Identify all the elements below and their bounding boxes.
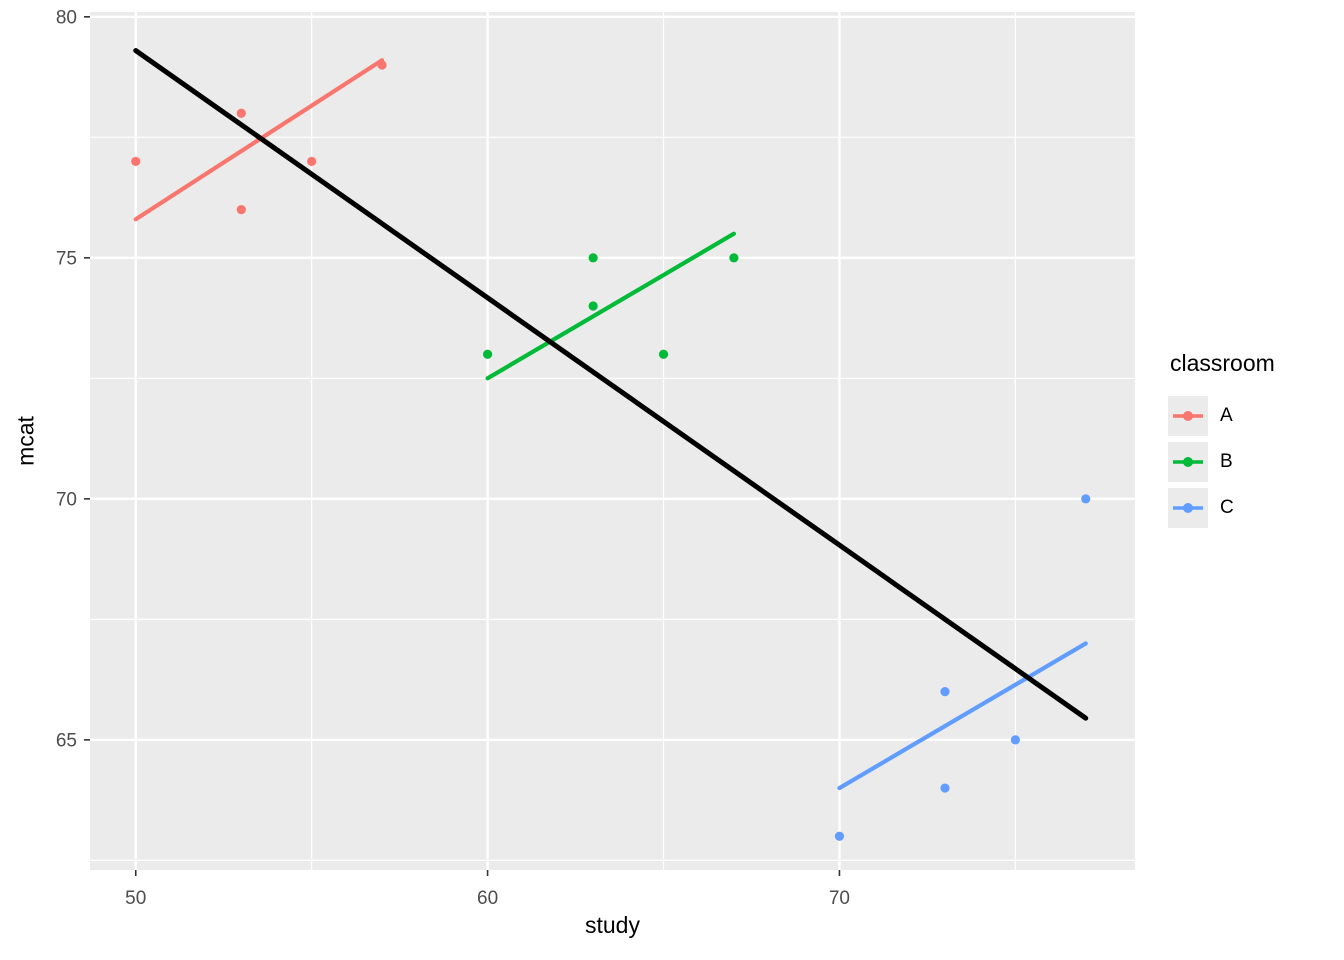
data-point-c <box>834 831 845 841</box>
fit-line-c <box>837 641 1088 791</box>
data-point-c <box>1010 735 1020 745</box>
legend-key-c-icon <box>1168 488 1208 528</box>
y-axis-title: mcat <box>12 416 39 466</box>
data-point-c <box>1081 494 1091 504</box>
y-tick-label: 65 <box>56 730 77 751</box>
plot-panel <box>90 12 1135 870</box>
legend-key-b-icon <box>1168 442 1208 482</box>
legend-title: classroom <box>1170 350 1275 376</box>
x-tick-label: 50 <box>125 888 146 909</box>
legend-label-b: B <box>1220 451 1233 472</box>
data-point-b <box>482 349 493 359</box>
data-point-a <box>377 60 387 70</box>
legend-entry-c: C <box>1168 485 1275 531</box>
data-point-b <box>588 253 598 263</box>
data-point-c <box>940 783 950 793</box>
legend-label-c: C <box>1220 497 1234 518</box>
data-point-a <box>131 156 141 167</box>
x-tick-label: 70 <box>829 888 850 909</box>
data-point-a <box>236 205 246 215</box>
legend-key-a-icon <box>1168 396 1208 436</box>
y-tick-label: 80 <box>56 7 77 28</box>
y-tick-label: 70 <box>56 489 77 510</box>
x-axis-title: study <box>585 912 640 938</box>
data-point-b <box>729 253 739 263</box>
data-point-a <box>236 108 246 118</box>
y-tick-label: 75 <box>56 248 77 269</box>
fit-line-b <box>485 231 736 381</box>
data-point-b <box>588 301 598 311</box>
legend-label-a: A <box>1220 405 1233 426</box>
legend-entry-a: A <box>1168 393 1275 439</box>
overall-fit-line <box>133 48 1089 721</box>
data-point-c <box>940 687 950 697</box>
data-point-a <box>307 156 317 167</box>
legend-entry-b: B <box>1168 439 1275 485</box>
data-point-b <box>658 349 669 359</box>
x-tick-label: 60 <box>477 888 498 909</box>
legend: classroom A B <box>1168 350 1275 531</box>
